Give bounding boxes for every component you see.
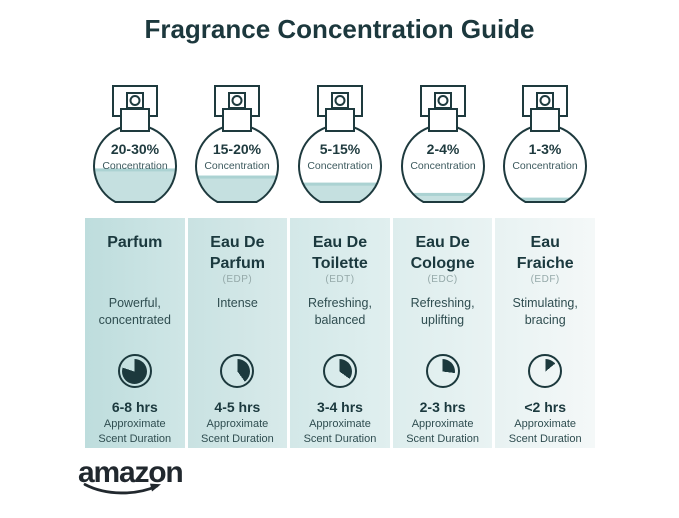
column-name: Eau De Toilette (312, 234, 368, 272)
bottle-percent-label: 5-15% (320, 141, 361, 157)
amazon-logo: amazon (78, 456, 184, 497)
fragrance-column-eau-fraiche: Eau Fraiche (EDF) Stimulating, bracing <… (495, 218, 595, 448)
column-description: Refreshing, balanced (308, 296, 372, 327)
bottle-concentration-label: Concentration (410, 160, 476, 172)
bottle-percent-label: 1-3% (529, 141, 562, 157)
column-hours: 3-4 hrs (317, 399, 363, 415)
column-name: Eau Fraiche (516, 234, 574, 272)
column-abbr: (EDT) (325, 274, 355, 285)
column-hours: 4-5 hrs (214, 399, 261, 415)
amazon-wordmark: amazon (78, 456, 184, 489)
column-hours: 6-8 hrs (111, 399, 158, 415)
column-abbr: (EDF) (530, 274, 560, 285)
clock-icon (425, 354, 460, 388)
amazon-smile-icon (83, 483, 161, 495)
perfume-bottle-icon: 15-20% Concentration (195, 85, 280, 203)
perfume-bottle: 2-4% Concentration (393, 84, 493, 212)
clock-icon (322, 354, 357, 388)
column-description: Intense (216, 296, 258, 310)
clock-icon (220, 354, 255, 388)
fragrance-column-parfum: Parfum Powerful, concentrated 6-8 hrs Ap… (85, 218, 185, 448)
column-duration-label: Approximate Scent Duration (98, 418, 172, 445)
page-title: Fragrance Concentration Guide (144, 14, 535, 44)
perfume-bottle: 15-20% Concentration (188, 84, 288, 212)
column-duration-label: Approximate Scent Duration (406, 418, 479, 445)
perfume-bottle: 5-15% Concentration (290, 84, 390, 212)
column-duration-label: Approximate Scent Duration (508, 418, 582, 445)
perfume-bottle-icon: 2-4% Concentration (400, 85, 485, 203)
fragrance-columns: Parfum Powerful, concentrated 6-8 hrs Ap… (85, 218, 595, 448)
perfume-bottle-icon: 5-15% Concentration (298, 85, 382, 203)
column-description: Stimulating, bracing (512, 296, 578, 327)
column-abbr: (EDC) (427, 274, 458, 285)
column-description: Refreshing, uplifting (410, 296, 475, 327)
column-hours: 2-3 hrs (419, 399, 466, 415)
perfume-bottle: 1-3% Concentration (495, 84, 595, 212)
column-name: Eau De Parfum (209, 234, 265, 272)
bottle-concentration-label: Concentration (205, 160, 271, 172)
column-hours: <2 hrs (524, 399, 566, 415)
column-name: Eau De Cologne (410, 234, 475, 272)
column-name: Parfum (107, 234, 163, 251)
perfume-bottle-icon: 20-30% Concentration (92, 85, 177, 203)
bottle-percent-label: 2-4% (426, 141, 459, 157)
bottle-percent-label: 15-20% (213, 141, 262, 157)
bottle-concentration-label: Concentration (307, 160, 373, 172)
bottle-concentration-label: Concentration (513, 160, 579, 172)
column-duration-label: Approximate Scent Duration (201, 418, 274, 445)
column-description: Powerful, concentrated (98, 296, 171, 327)
perfume-bottle-icon: 1-3% Concentration (503, 85, 588, 203)
column-duration-label: Approximate Scent Duration (303, 418, 377, 445)
clock-icon (117, 354, 152, 388)
clock-icon (528, 354, 563, 388)
fragrance-column-eau-de-parfum: Eau De Parfum (EDP) Intense 4-5 hrs Appr… (187, 218, 288, 448)
column-abbr: (EDP) (222, 274, 253, 285)
bottles-row: 20-30% Concentration 15-20% Concentratio… (85, 84, 595, 212)
bottle-percent-label: 20-30% (111, 141, 160, 157)
fragrance-column-eau-de-toilette: Eau De Toilette (EDT) Refreshing, balanc… (290, 218, 390, 448)
fragrance-column-eau-de-cologne: Eau De Cologne (EDC) Refreshing, uplifti… (392, 218, 493, 448)
bottle-concentration-label: Concentration (102, 160, 168, 172)
perfume-bottle: 20-30% Concentration (85, 84, 185, 212)
